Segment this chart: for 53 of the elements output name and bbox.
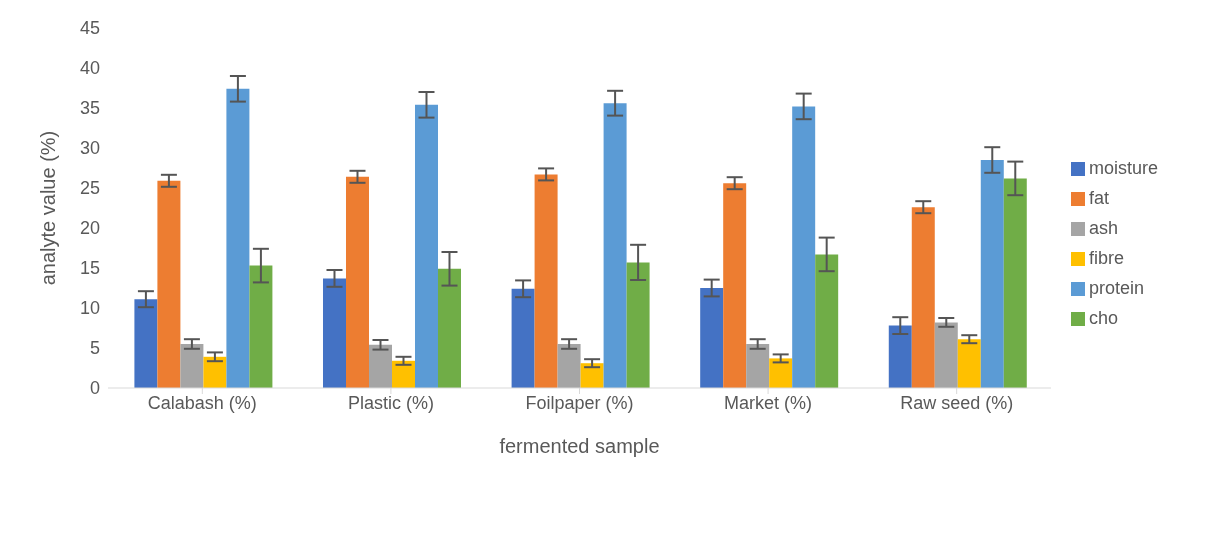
bar [415,104,438,388]
x-tick-label: Calabash (%) [147,392,257,413]
legend-label: moisture [1088,158,1158,178]
y-tick-label: 35 [79,98,100,119]
legend-label: fibre [1088,248,1124,268]
bar [723,183,747,388]
y-tick-label: 5 [89,338,100,359]
bar [392,360,415,388]
bar [249,265,273,388]
legend-label: protein [1088,278,1145,298]
bar [934,322,958,388]
x-tick-label: Raw seed (%) [900,392,1014,413]
bar [911,207,935,388]
bar [980,160,1004,388]
y-tick-label: 25 [79,178,100,199]
bar [957,339,981,388]
bar [134,299,158,388]
bar [746,344,770,388]
bar [792,106,816,388]
x-tick-label: Foilpaper (%) [525,392,634,413]
bar [323,278,346,388]
legend-label: cho [1088,308,1118,328]
bar [1003,178,1027,388]
bar [226,88,250,388]
y-tick-label: 20 [79,218,100,239]
bar [346,176,369,388]
bar [603,103,627,388]
bar [700,288,724,388]
y-tick-label: 10 [79,298,100,319]
bar [438,268,461,388]
bar [580,363,604,388]
y-tick-label: 30 [79,138,100,159]
bar [180,344,204,388]
bar [557,344,581,388]
bar [534,174,558,388]
bar [157,180,181,388]
bar [369,344,392,388]
bar [511,288,535,388]
legend-label: ash [1088,218,1118,238]
y-tick-label: 45 [79,18,100,39]
y-tick-label: 0 [89,378,100,399]
legend-label: fat [1088,188,1109,208]
x-axis-title: fermented sample [499,435,660,457]
bar [888,325,912,388]
x-tick-label: Market (%) [724,392,813,413]
bar [203,356,227,388]
y-axis-title: analyte value (%) [37,130,60,286]
y-tick-label: 15 [79,258,100,279]
bar [626,262,650,388]
bar [815,254,839,388]
x-tick-label: Plastic (%) [347,392,434,413]
y-tick-label: 40 [79,58,100,79]
bar [769,358,793,388]
